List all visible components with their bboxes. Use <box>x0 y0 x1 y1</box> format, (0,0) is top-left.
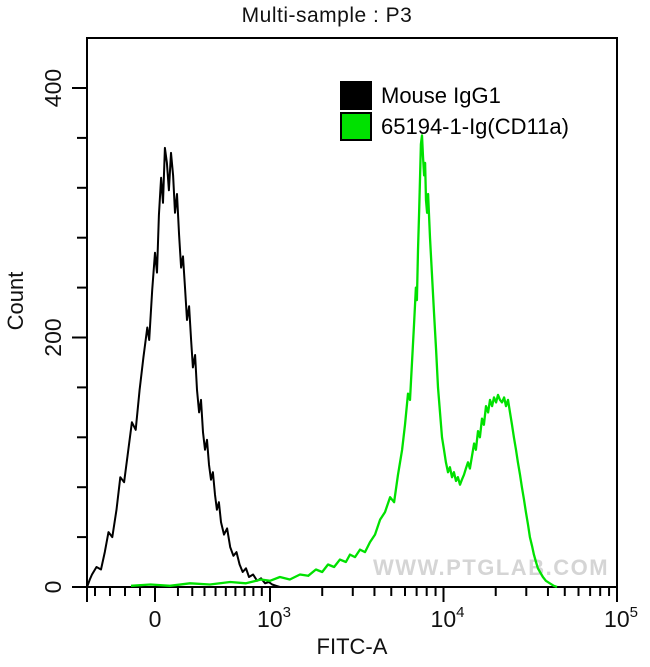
x-axis-tick-label: 0 <box>149 606 162 632</box>
y-axis-tick-label: 200 <box>40 318 66 356</box>
x-axis-label: FITC-A <box>316 634 388 659</box>
legend-swatch-green-icon <box>340 112 372 141</box>
plot-frame <box>86 37 618 588</box>
legend-label: 65194-1-Ig(CD11a) <box>381 113 569 139</box>
y-axis-tick-label: 0 <box>40 581 66 594</box>
series-green-curve <box>130 134 558 589</box>
page-title: Multi-sample : P3 <box>241 4 413 27</box>
y-axis-tick-label: 400 <box>40 69 66 107</box>
legend-item: 65194-1-Ig(CD11a) <box>340 111 569 142</box>
legend: Mouse IgG1 65194-1-Ig(CD11a) <box>340 80 569 142</box>
legend-label: Mouse IgG1 <box>381 82 501 108</box>
x-axis-tick-label: 105 <box>604 604 638 632</box>
watermark: WWW.PTGLAB.COM <box>372 555 610 580</box>
legend-swatch-black-icon <box>340 81 372 110</box>
legend-item: Mouse IgG1 <box>340 80 569 111</box>
x-axis-tick-label: 103 <box>257 604 291 632</box>
series-black-curve <box>86 146 281 588</box>
x-axis-tick-label: 104 <box>431 604 465 632</box>
